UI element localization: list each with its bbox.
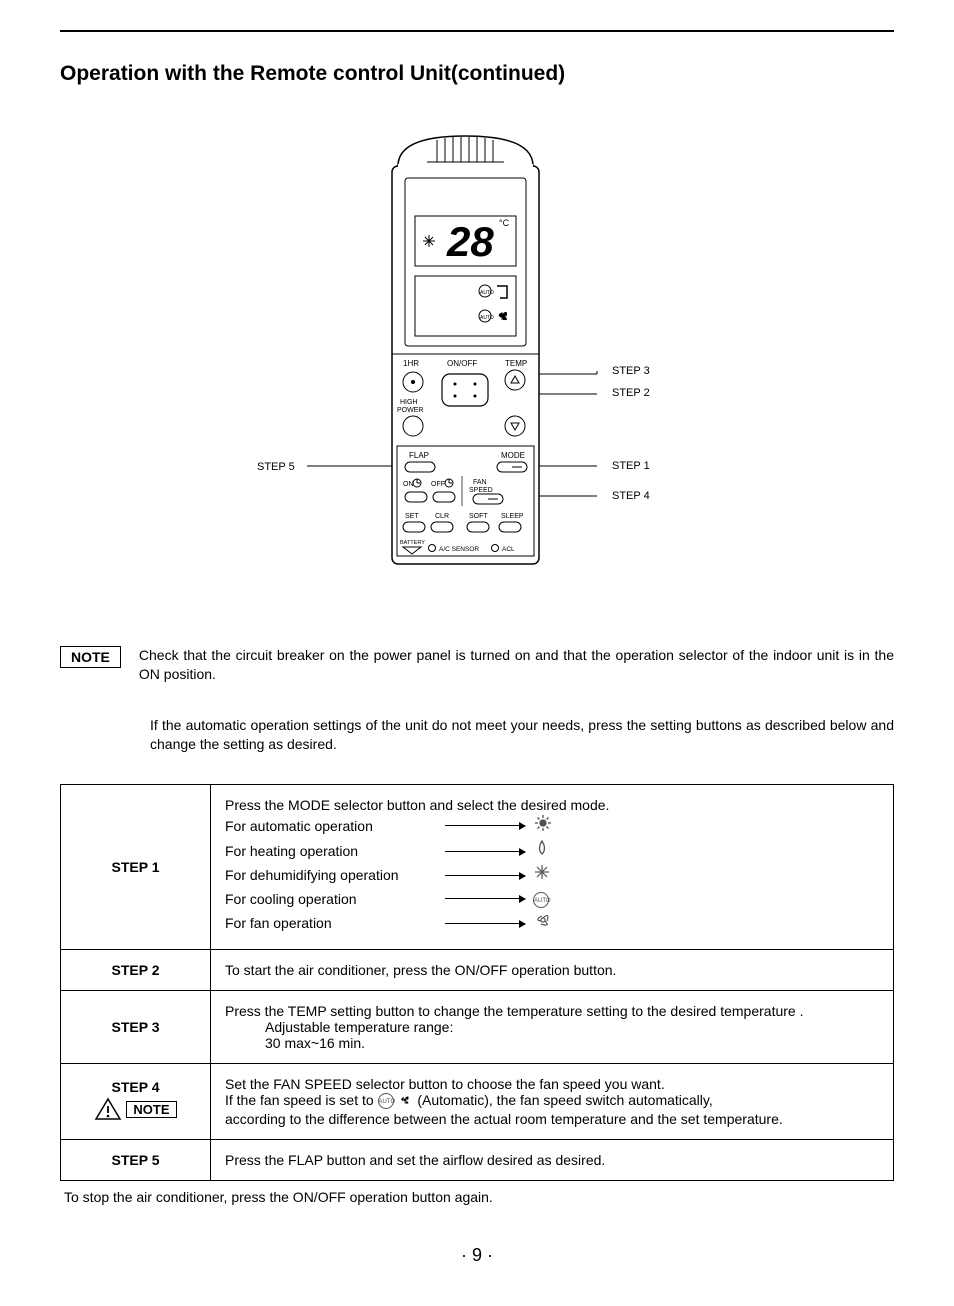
fan-icon — [533, 910, 553, 936]
svg-text:ON/OFF: ON/OFF — [447, 359, 477, 368]
svg-text:OFF: OFF — [431, 481, 445, 488]
droplet-icon — [533, 839, 551, 863]
svg-text:BATTERY: BATTERY — [400, 540, 425, 546]
footer-text: To stop the air conditioner, press the O… — [64, 1189, 894, 1205]
temp-up-button[interactable] — [505, 370, 525, 390]
table-row: STEP 5 Press the FLAP button and set the… — [61, 1139, 894, 1180]
svg-text:POWER: POWER — [397, 407, 423, 414]
display-unit: °C — [499, 218, 510, 228]
auto-circle-icon: AUTO — [533, 888, 549, 910]
acl-indicator-icon — [492, 545, 499, 552]
svg-text:HIGH: HIGH — [400, 399, 418, 406]
svg-text:ACL: ACL — [502, 546, 515, 553]
svg-text:FAN: FAN — [473, 479, 487, 486]
table-row: STEP 4 NOTE Set the FAN SPEED selector b… — [61, 1063, 894, 1139]
svg-text:SOFT: SOFT — [469, 513, 488, 520]
svg-text:SPEED: SPEED — [469, 487, 493, 494]
step3-content: Press the TEMP setting button to change … — [211, 990, 894, 1063]
step4-label: STEP 4 NOTE — [61, 1063, 211, 1139]
remote-diagram: STEP 5 STEP 3 STEP 2 STEP 1 STEP 4 — [60, 126, 894, 596]
steps-table: STEP 1 Press the MODE selector button an… — [60, 784, 894, 1181]
sun-icon — [533, 813, 553, 839]
svg-text:SET: SET — [405, 513, 419, 520]
step4-content: Set the FAN SPEED selector button to cho… — [211, 1063, 894, 1139]
callout-step5: STEP 5 — [257, 461, 295, 473]
sleep-button[interactable] — [499, 522, 521, 532]
set-button[interactable] — [403, 522, 425, 532]
callout-step3: STEP 3 — [612, 365, 650, 377]
onoff-button[interactable] — [442, 374, 488, 406]
timer-on-button[interactable] — [405, 492, 427, 502]
svg-text:1HR: 1HR — [403, 359, 419, 368]
svg-text:ON: ON — [403, 481, 414, 488]
clr-button[interactable] — [431, 522, 453, 532]
table-row: STEP 2 To start the air conditioner, pre… — [61, 949, 894, 990]
step5-content: Press the FLAP button and set the airflo… — [211, 1139, 894, 1180]
svg-text:TEMP: TEMP — [505, 359, 527, 368]
svg-text:SLEEP: SLEEP — [501, 513, 524, 520]
highpower-button[interactable] — [403, 416, 423, 436]
table-row: STEP 1 Press the MODE selector button an… — [61, 784, 894, 949]
page-title: Operation with the Remote control Unit(c… — [60, 62, 894, 86]
temp-down-button[interactable] — [505, 416, 525, 436]
callout-step4: STEP 4 — [612, 490, 650, 502]
fan-icon — [397, 1095, 417, 1111]
acsensor-indicator-icon — [429, 545, 436, 552]
callout-step1: STEP 1 — [612, 460, 650, 472]
step2-content: To start the air conditioner, press the … — [211, 949, 894, 990]
callout-step2: STEP 2 — [612, 387, 650, 399]
display-temp: 28 — [446, 218, 494, 265]
page-number: · 9 · — [60, 1245, 894, 1266]
step1-content: Press the MODE selector button and selec… — [211, 784, 894, 949]
svg-text:AUTO: AUTO — [480, 315, 494, 321]
soft-button[interactable] — [467, 522, 489, 532]
svg-text:AUTO: AUTO — [480, 290, 494, 296]
svg-text:FLAP: FLAP — [409, 451, 429, 460]
timer-off-button[interactable] — [433, 492, 455, 502]
note-text-1: Check that the circuit breaker on the po… — [139, 646, 894, 684]
remote-body: 28 °C AUTO AUTO — [392, 136, 539, 566]
step5-label: STEP 5 — [61, 1139, 211, 1180]
step2-label: STEP 2 — [61, 949, 211, 990]
flap-button[interactable] — [405, 462, 435, 472]
svg-text:A/C SENSOR: A/C SENSOR — [439, 546, 479, 553]
step3-label: STEP 3 — [61, 990, 211, 1063]
auto-circle-icon: AUTO — [378, 1093, 394, 1109]
note-badge: NOTE — [60, 646, 121, 668]
table-row: STEP 3 Press the TEMP setting button to … — [61, 990, 894, 1063]
warning-icon — [94, 1097, 122, 1124]
snowflake-icon — [533, 863, 551, 887]
note-text-2: If the automatic operation settings of t… — [150, 716, 894, 754]
svg-text:CLR: CLR — [435, 513, 449, 520]
svg-text:MODE: MODE — [501, 451, 525, 460]
step1-label: STEP 1 — [61, 784, 211, 949]
